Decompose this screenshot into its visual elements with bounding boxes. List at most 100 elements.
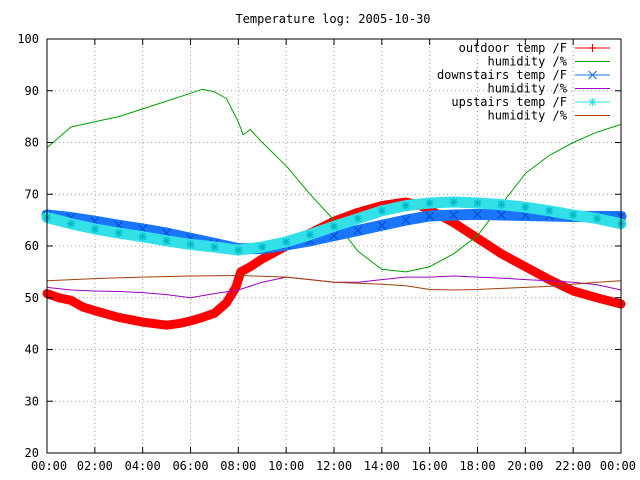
- x-tick-label: 20:00: [507, 459, 543, 473]
- y-tick-label: 70: [25, 187, 39, 201]
- data-point: [66, 296, 75, 305]
- data-point: [234, 246, 243, 255]
- data-point: [54, 293, 63, 302]
- data-point: [425, 211, 435, 221]
- series-6: [46, 275, 622, 291]
- data-point: [90, 224, 99, 233]
- data-point: [186, 317, 195, 326]
- x-tick-label: 14:00: [364, 459, 400, 473]
- legend-marker: [588, 98, 597, 106]
- data-point: [353, 226, 363, 235]
- data-point: [246, 262, 255, 271]
- data-point: [162, 236, 171, 245]
- data-point: [377, 220, 387, 230]
- data-point: [186, 240, 195, 249]
- data-point: [545, 275, 554, 284]
- grid: [47, 39, 621, 453]
- data-point: [138, 232, 147, 241]
- x-tick-label: 22:00: [555, 459, 591, 473]
- data-point: [521, 203, 530, 212]
- x-tick-label: 04:00: [125, 459, 161, 473]
- series-2: [46, 88, 622, 273]
- x-tick-label: 12:00: [316, 459, 352, 473]
- x-tick-label: 06:00: [172, 459, 208, 473]
- data-point: [449, 198, 458, 207]
- data-point: [473, 199, 482, 208]
- data-point: [90, 306, 99, 315]
- series-line: [46, 275, 622, 291]
- legend-entry: outdoor temp /F: [459, 41, 610, 55]
- data-point: [138, 318, 147, 327]
- data-point: [401, 201, 410, 210]
- data-point: [330, 222, 338, 231]
- data-point: [162, 321, 171, 330]
- legend-label: outdoor temp /F: [459, 41, 567, 55]
- y-tick-label: 50: [25, 291, 39, 305]
- y-tick-label: 30: [25, 394, 39, 408]
- chart-title: Temperature log: 2005-10-30: [235, 12, 430, 26]
- series-line: [42, 197, 626, 330]
- y-tick-label: 60: [25, 239, 39, 253]
- data-point: [521, 262, 530, 271]
- legend-label: humidity /%: [488, 109, 568, 123]
- legend-label: humidity /%: [488, 55, 568, 69]
- legend-label: humidity /%: [488, 82, 568, 96]
- legend-marker: [588, 44, 597, 52]
- data-point: [353, 214, 362, 223]
- data-point: [210, 243, 219, 252]
- legend-label: downstairs temp /F: [437, 68, 567, 82]
- data-point: [210, 309, 219, 318]
- data-point: [545, 206, 554, 215]
- x-tick-label: 16:00: [412, 459, 448, 473]
- legend-entry: humidity /%: [488, 82, 610, 96]
- data-point: [66, 219, 75, 228]
- data-point: [593, 293, 602, 302]
- x-tick-label: 02:00: [77, 459, 113, 473]
- data-point: [198, 313, 207, 322]
- y-tick-label: 20: [25, 446, 39, 460]
- series-layer: [41, 88, 627, 330]
- data-point: [174, 319, 183, 328]
- data-point: [222, 298, 231, 307]
- data-point: [114, 313, 123, 322]
- legend-label: upstairs temp /F: [451, 95, 567, 109]
- series-5: [41, 196, 627, 256]
- legend-entry: downstairs temp /F: [437, 68, 610, 82]
- y-axis-labels: 20 30 40 50 60 70 80 90 100: [17, 32, 39, 460]
- data-point: [473, 210, 482, 219]
- legend-entry: upstairs temp /F: [451, 95, 610, 109]
- data-point: [306, 230, 315, 239]
- x-tick-label: 00:00: [31, 459, 67, 473]
- legend-entry: humidity /%: [488, 55, 610, 69]
- series-line: [46, 88, 622, 273]
- y-tick-label: 80: [25, 136, 39, 150]
- data-point: [497, 200, 506, 209]
- y-tick-label: 100: [17, 32, 39, 46]
- data-point: [236, 267, 245, 276]
- data-point: [569, 287, 578, 296]
- y-tick-label: 90: [25, 84, 39, 98]
- legend-entry: humidity /%: [488, 109, 610, 123]
- data-point: [377, 206, 386, 215]
- data-point: [569, 210, 578, 219]
- data-point: [78, 303, 87, 312]
- x-tick-label: 00:00: [600, 459, 636, 473]
- data-point: [150, 319, 159, 328]
- x-axis-labels: 00:00 02:00 04:00 06:00 08:00 10:00 12:00 14:00…: [31, 459, 636, 473]
- data-point: [282, 237, 291, 246]
- y-tick-label: 40: [25, 343, 39, 357]
- x-tick-label: 10:00: [268, 459, 304, 473]
- data-point: [258, 243, 267, 252]
- data-point: [401, 215, 411, 225]
- data-point: [449, 210, 459, 220]
- data-point: [258, 254, 267, 263]
- legend-marker: [588, 70, 597, 80]
- tick-marks: [46, 38, 622, 454]
- x-tick-label: 18:00: [459, 459, 495, 473]
- data-point: [496, 210, 506, 220]
- data-point: [114, 229, 123, 238]
- x-tick-label: 08:00: [220, 459, 256, 473]
- data-point: [497, 249, 506, 258]
